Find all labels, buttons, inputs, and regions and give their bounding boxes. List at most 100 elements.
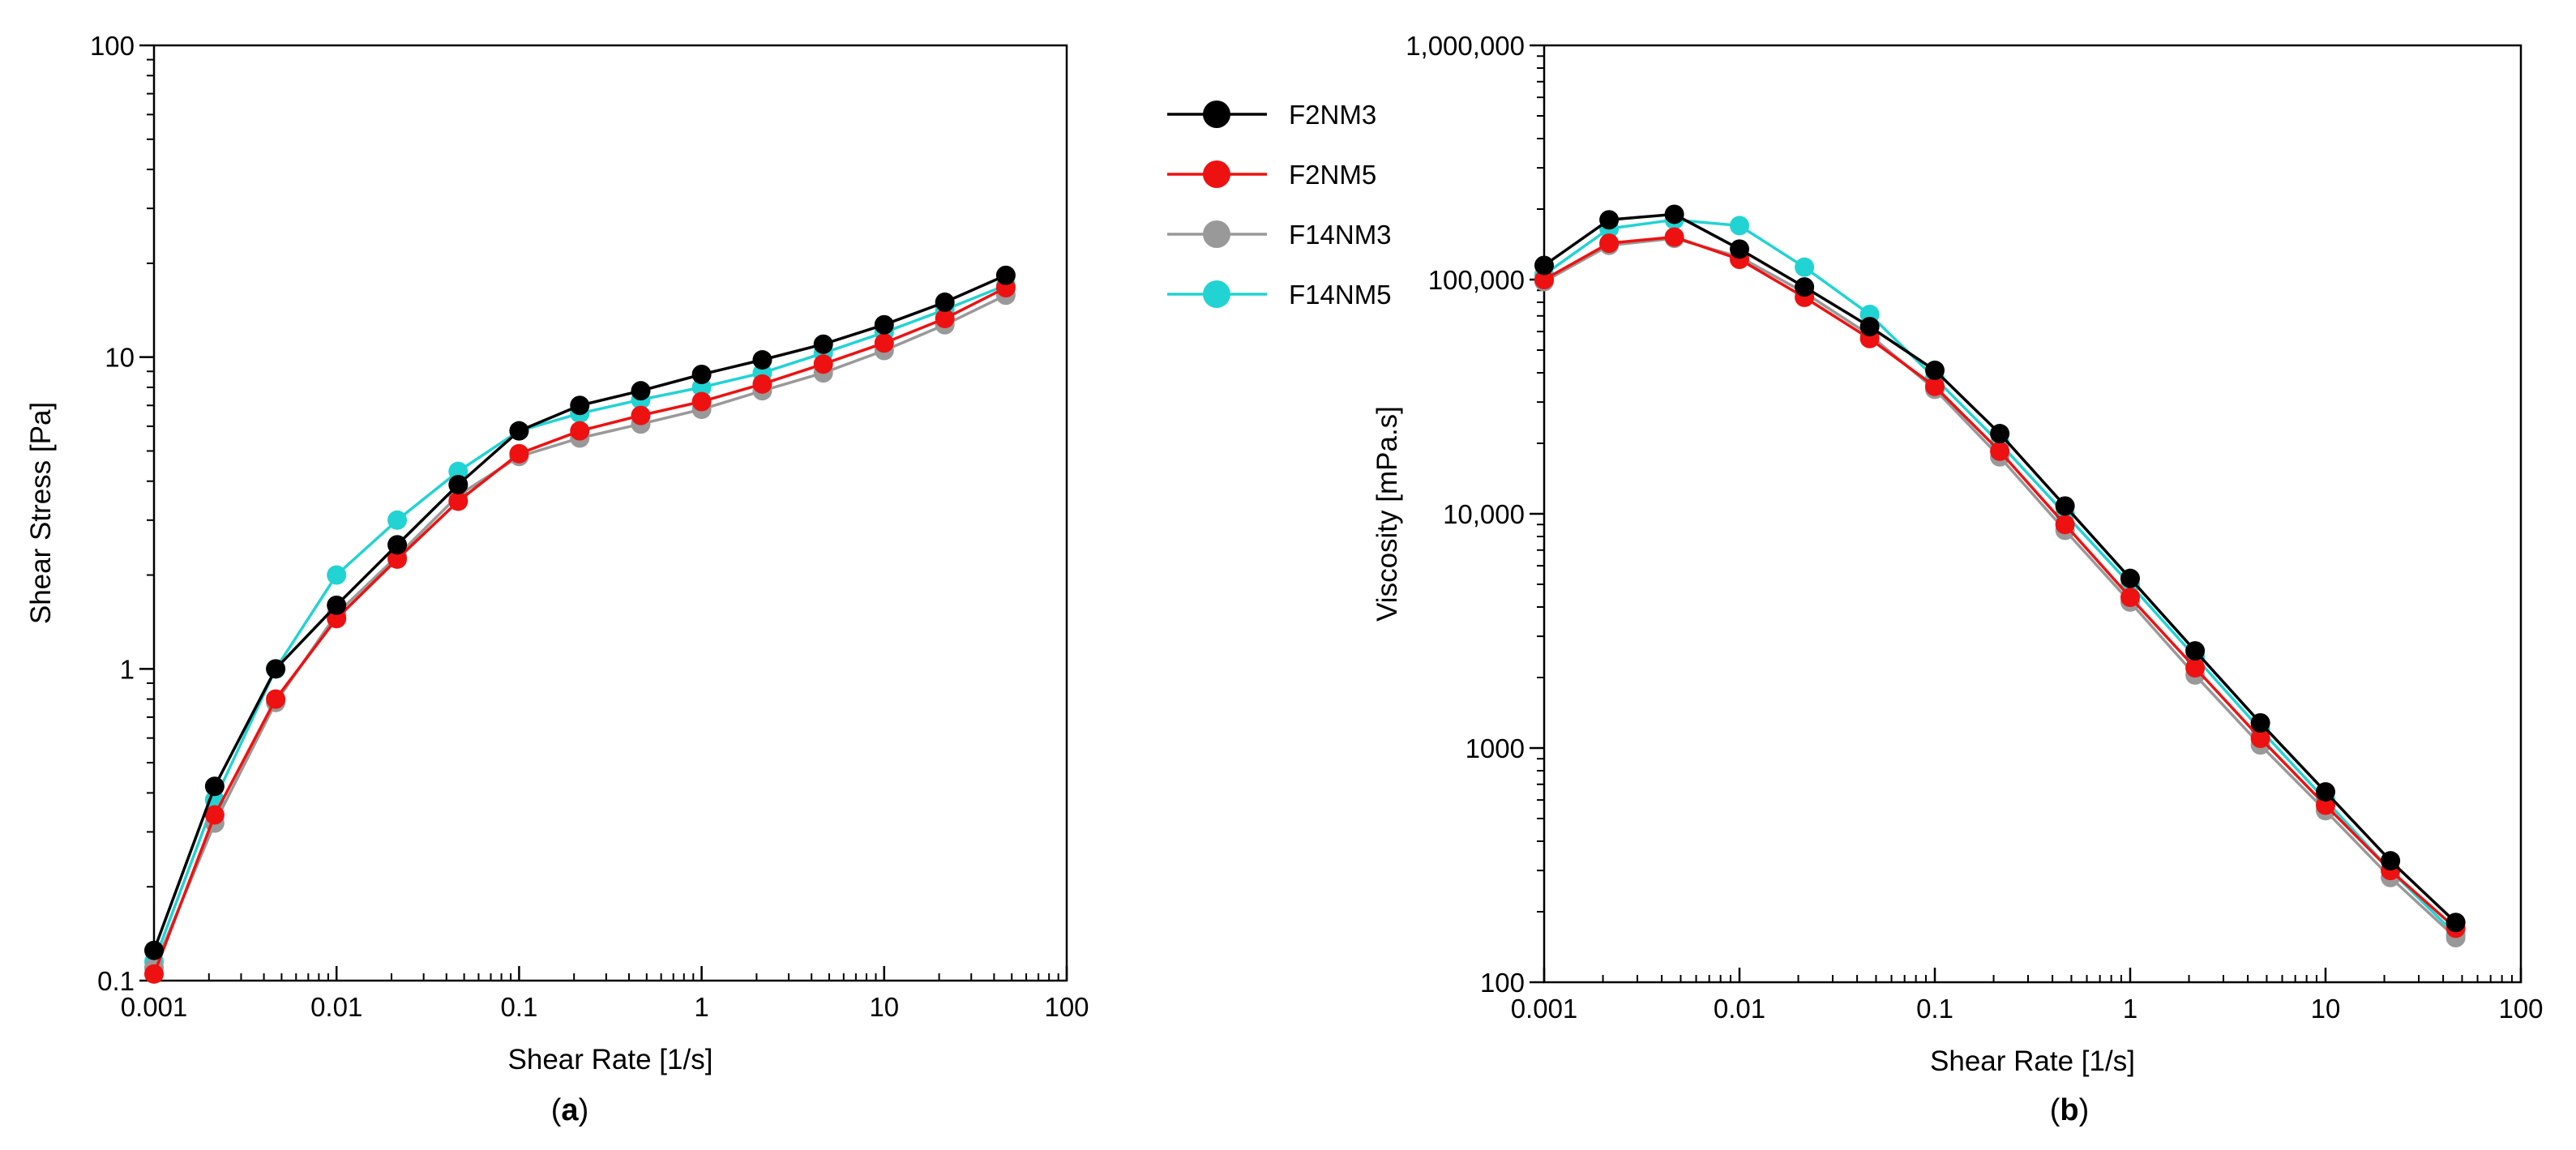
data-point-F2NM3 [204,776,225,797]
data-point-F2NM3 [813,334,833,354]
series-line-F2NM3 [152,274,1007,951]
panel-b-chart: 0.001 0.01 0.1 1 10 100 100 1000 10,000 100,000 1,… [1371,31,2544,1127]
series-line-F14NM5 [152,284,1007,963]
x-axis-label: Shear Rate [1/s] [1930,1045,2135,1077]
data-point-F2NM5 [387,549,408,569]
series-F14NM3 [144,285,1016,978]
data-point-F2NM5 [2185,658,2206,678]
data-point-F2NM3 [1599,210,1620,230]
y-tick-label: 0.1 [97,966,135,996]
data-point-F2NM3 [1730,239,1749,259]
data-point-F2NM3 [327,595,347,615]
x-tick-label: 100 [1044,992,1089,1022]
x-tick-label: 100 [2498,994,2543,1024]
data-point-F2NM3 [387,535,408,555]
series-F2NM5 [1534,227,2466,938]
data-point-F2NM5 [1534,270,1554,289]
y-axis-label: Viscosity [mPa.s] [1371,406,1403,622]
x-axis-label: Shear Rate [1/s] [508,1044,713,1075]
legend-label: F2NM3 [1289,100,1376,130]
x-tick-label: 0.1 [1916,994,1953,1024]
legend-marker [1203,160,1230,188]
y-tick-label: 10 [105,343,135,373]
panel-a-chart: 0.001 0.01 0.1 1 10 100 0.1 1 10 100 Shear Rate [1… [25,31,1089,1127]
data-point-F2NM3 [2185,641,2206,661]
data-point-F2NM3 [1990,424,2010,444]
x-tick-label: 10 [869,992,899,1022]
data-point-F2NM5 [1664,227,1684,247]
data-point-F2NM5 [752,374,772,394]
data-point-F2NM5 [1599,233,1620,254]
data-point-F2NM3 [631,381,651,401]
x-tick-label: 10 [2311,994,2341,1024]
series-F2NM3 [144,265,1016,960]
data-point-F14NM5 [1730,216,1749,236]
legend-entry-F2NM3: F2NM3 [1167,100,1376,130]
x-tick-label: 1 [694,992,708,1022]
legend-marker [1203,100,1230,128]
data-point-F2NM3 [2381,851,2401,871]
data-point-F2NM5 [570,421,590,441]
data-point-F2NM3 [144,940,164,960]
legend-entry-F2NM5: F2NM5 [1167,160,1376,190]
data-point-F2NM3 [752,350,772,370]
data-point-F2NM5 [204,805,225,825]
data-point-F2NM3 [1859,316,1880,336]
data-point-F2NM3 [2445,913,2466,933]
data-point-F2NM3 [1534,255,1554,276]
data-point-F2NM3 [266,659,286,679]
data-point-F2NM5 [266,689,286,709]
legend-marker [1203,280,1230,308]
y-tick-label: 1000 [1466,733,1525,763]
data-point-F2NM3 [935,292,955,312]
data-point-F2NM3 [570,395,590,416]
legend-label: F14NM5 [1289,280,1392,310]
data-point-F14NM5 [1795,257,1815,277]
y-tick-label: 10,000 [1443,499,1525,529]
data-point-F2NM5 [631,405,651,425]
plot-frame [152,44,1068,982]
y-tick-label: 100,000 [1428,265,1525,295]
data-point-F2NM5 [509,443,529,464]
series-F2NM3 [1534,204,2466,933]
data-point-F2NM3 [2250,713,2270,733]
data-point-F2NM5 [935,309,955,329]
data-point-F2NM5 [874,333,894,353]
x-tick-label: 0.01 [310,992,362,1022]
panel-caption: (a) [551,1093,588,1127]
data-point-F2NM5 [2316,795,2335,815]
data-point-F2NM5 [2250,729,2270,749]
data-point-F2NM3 [448,474,469,494]
series-line-F14NM5 [1543,218,2457,936]
data-point-F2NM3 [509,421,529,441]
series-line-F2NM5 [1543,235,2457,930]
y-tick-label: 100 [1480,968,1525,998]
panel-caption: (b) [2050,1093,2090,1127]
data-point-F2NM3 [995,265,1016,285]
y-tick-label: 1,000,000 [1406,31,1525,61]
x-tick-label: 0.001 [1511,994,1578,1024]
data-point-F2NM3 [2120,568,2140,588]
data-point-F2NM5 [2055,515,2075,535]
data-point-F2NM5 [448,491,469,511]
legend-marker [1203,220,1230,248]
series-line-F2NM5 [152,286,1007,975]
data-point-F2NM3 [1664,204,1684,224]
data-point-F2NM5 [144,964,164,984]
legend-label: F14NM3 [1289,220,1392,250]
data-point-F2NM3 [691,365,712,385]
y-tick-label: 1 [120,654,135,684]
legend-entry-F14NM5: F14NM5 [1167,280,1392,310]
data-point-F2NM5 [327,609,347,629]
data-point-F2NM5 [813,354,833,374]
data-point-F14NM5 [327,565,347,585]
data-point-F2NM3 [1795,277,1815,297]
data-point-F2NM3 [874,314,894,335]
data-point-F2NM5 [1925,376,1945,396]
legend-label: F2NM5 [1289,160,1376,190]
series-F2NM5 [144,277,1016,984]
legend: F2NM3 F2NM5 F14NM3 F14NM5 [1167,100,1392,310]
data-point-F2NM3 [1925,360,1945,380]
x-tick-label: 0.001 [121,992,188,1022]
x-tick-label: 0.1 [500,992,537,1022]
